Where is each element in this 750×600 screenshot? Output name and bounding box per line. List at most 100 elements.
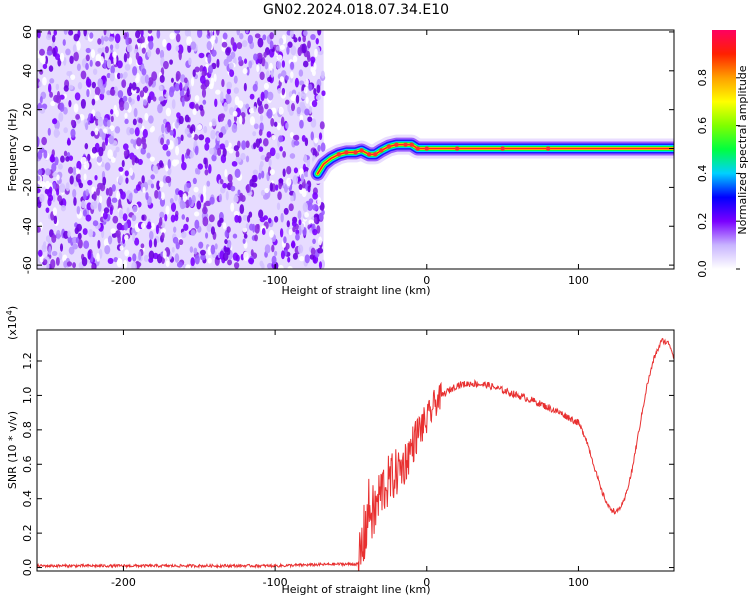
noise-blob bbox=[269, 182, 273, 192]
track-peak bbox=[394, 142, 399, 147]
noise-blob bbox=[120, 191, 126, 200]
noise-blob bbox=[99, 195, 103, 204]
noise-blob bbox=[123, 52, 128, 63]
noise-blob bbox=[132, 232, 136, 242]
noise-blob bbox=[302, 60, 309, 68]
noise-blob bbox=[206, 180, 211, 187]
noise-blob bbox=[222, 148, 227, 158]
noise-blob bbox=[86, 88, 90, 98]
noise-blob bbox=[151, 125, 155, 132]
noise-blob bbox=[235, 150, 240, 158]
noise-blob bbox=[181, 161, 187, 171]
noise-blob bbox=[108, 135, 115, 145]
noise-blob bbox=[310, 118, 317, 128]
noise-blob bbox=[210, 226, 215, 235]
noise-blob bbox=[271, 255, 277, 265]
noise-blob bbox=[189, 126, 194, 134]
noise-blob bbox=[290, 61, 295, 70]
noise-blob bbox=[259, 160, 264, 168]
noise-blob bbox=[185, 216, 190, 223]
noise-blob bbox=[97, 182, 104, 190]
noise-blob bbox=[248, 107, 255, 114]
noise-blob bbox=[100, 35, 105, 45]
noise-blob bbox=[68, 100, 72, 108]
noise-blob bbox=[85, 47, 91, 54]
noise-blob bbox=[68, 246, 75, 255]
noise-blob bbox=[293, 167, 299, 174]
noise-blob bbox=[108, 187, 113, 197]
noise-blob bbox=[58, 252, 63, 261]
noise-blob bbox=[191, 194, 196, 204]
noise-blob bbox=[319, 121, 325, 130]
noise-blob bbox=[142, 186, 146, 193]
noise-blob bbox=[84, 143, 89, 150]
snr-line-layer bbox=[37, 337, 674, 571]
noise-blob bbox=[275, 184, 279, 191]
noise-blob bbox=[163, 60, 169, 70]
noise-blob bbox=[233, 262, 240, 269]
noise-blob bbox=[109, 206, 113, 216]
noise-blob bbox=[181, 97, 185, 107]
snr-frame bbox=[36, 329, 675, 572]
noise-blob bbox=[192, 108, 197, 116]
noise-blob bbox=[310, 247, 316, 255]
noise-blob bbox=[52, 171, 58, 178]
noise-blob bbox=[167, 158, 171, 169]
noise-blob bbox=[229, 180, 233, 187]
noise-blob bbox=[176, 112, 181, 119]
noise-blob bbox=[63, 127, 68, 134]
noise-blob bbox=[189, 101, 195, 109]
noise-blob bbox=[196, 124, 203, 131]
noise-blob bbox=[295, 233, 300, 241]
noise-blob bbox=[318, 236, 323, 246]
noise-blob bbox=[218, 132, 224, 138]
noise-blob bbox=[130, 138, 135, 144]
track-peak bbox=[409, 142, 414, 147]
noise-blob bbox=[317, 247, 324, 254]
noise-blob bbox=[158, 96, 164, 102]
noise-blob bbox=[223, 102, 228, 112]
noise-blob bbox=[226, 247, 231, 256]
x-tick-label: 0 bbox=[423, 576, 430, 589]
noise-blob bbox=[184, 114, 190, 123]
noise-blob bbox=[156, 30, 161, 39]
noise-blob bbox=[107, 257, 114, 265]
noise-blob bbox=[313, 88, 317, 96]
noise-blob bbox=[297, 46, 302, 57]
noise-blob bbox=[39, 193, 45, 203]
noise-blob bbox=[182, 193, 188, 202]
noise-blob bbox=[270, 117, 275, 127]
noise-blob bbox=[112, 215, 119, 224]
noise-blob bbox=[148, 239, 153, 249]
noise-blob bbox=[68, 155, 74, 161]
noise-blob bbox=[202, 216, 209, 227]
noise-blob bbox=[171, 99, 176, 110]
noise-blob bbox=[37, 175, 41, 182]
noise-blob bbox=[122, 213, 128, 222]
noise-blob bbox=[279, 146, 283, 152]
noise-blob bbox=[193, 134, 199, 141]
noise-blob bbox=[40, 54, 46, 65]
noise-blob bbox=[183, 223, 189, 231]
noise-blob bbox=[59, 52, 65, 62]
noise-blob bbox=[103, 30, 107, 36]
noise-blob bbox=[312, 148, 318, 157]
noise-blob bbox=[290, 71, 294, 79]
noise-blob bbox=[233, 87, 240, 94]
noise-blob bbox=[140, 243, 145, 249]
noise-blob bbox=[110, 115, 114, 123]
noise-blob bbox=[259, 71, 265, 81]
noise-blob bbox=[255, 138, 261, 148]
noise-blob bbox=[146, 224, 152, 230]
noise-blob bbox=[46, 189, 52, 198]
noise-blob bbox=[246, 66, 250, 76]
noise-blob bbox=[194, 145, 199, 156]
noise-blob bbox=[115, 43, 120, 50]
noise-blob bbox=[239, 192, 244, 201]
noise-blob bbox=[273, 216, 279, 223]
noise-blob bbox=[116, 60, 123, 69]
noise-blob bbox=[286, 165, 292, 175]
noise-blob bbox=[103, 128, 108, 134]
noise-blob bbox=[126, 86, 133, 97]
noise-blob bbox=[73, 197, 77, 206]
